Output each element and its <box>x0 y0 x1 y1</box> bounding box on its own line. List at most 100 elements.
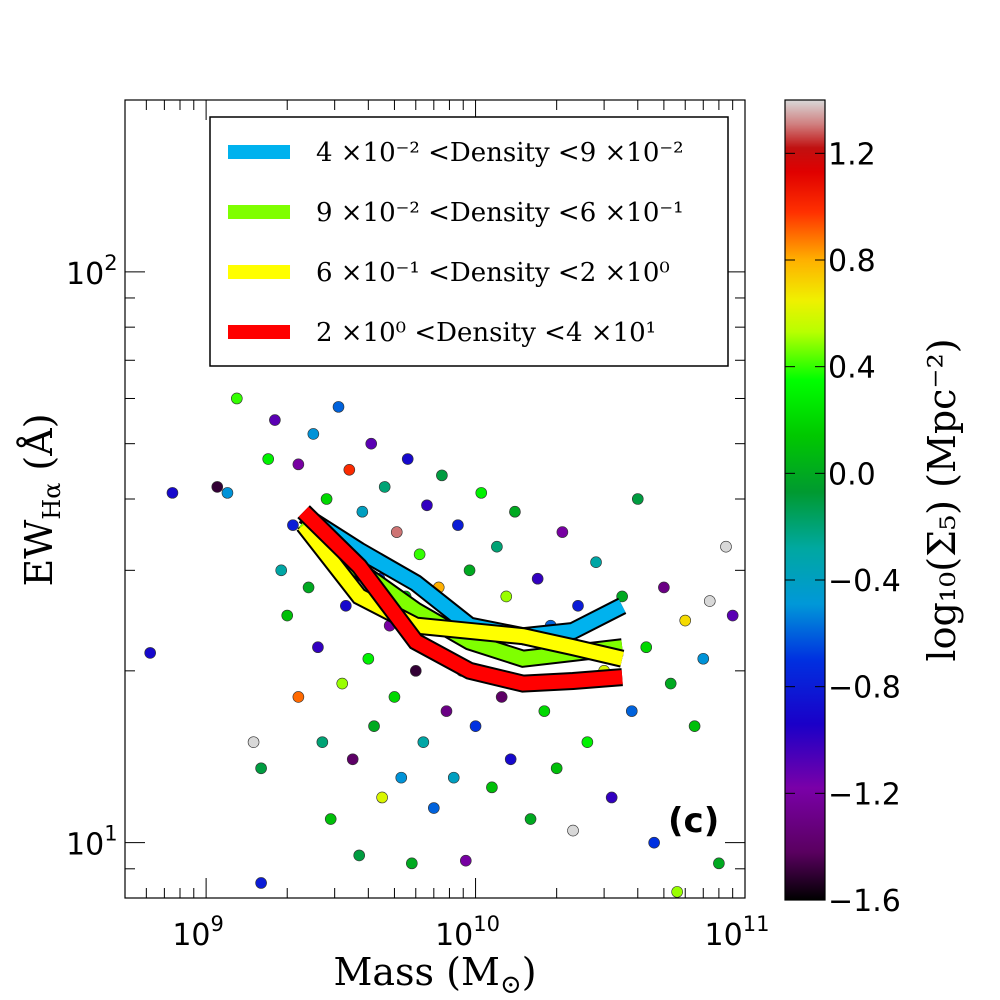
scatter-point <box>316 736 329 748</box>
x-axis-title: Mass (M⊙) <box>333 950 536 1000</box>
x-tick-labels: 109 1010 1011 <box>172 912 769 953</box>
x-tick-label: 109 <box>172 912 224 953</box>
colorbar-tick-label: 1.2 <box>828 137 876 172</box>
scatter-point <box>436 469 448 482</box>
legend-swatch <box>228 325 290 339</box>
scatter-point <box>221 487 234 499</box>
scatter-point <box>247 736 260 748</box>
scatter-point <box>616 590 628 603</box>
scatter-point <box>664 677 677 690</box>
colorbar <box>784 99 826 901</box>
scatter-point <box>262 453 275 465</box>
scatter-point <box>726 609 739 622</box>
scatter-point <box>144 647 156 659</box>
scatter-point <box>581 736 594 748</box>
scatter-point <box>550 762 563 775</box>
scatter-point <box>255 762 267 775</box>
y-tick-label: 101 <box>66 822 118 863</box>
series-line <box>298 506 623 691</box>
y-tick-labels: 101 102 <box>66 251 118 863</box>
scatter-point <box>463 564 476 577</box>
scatter-point <box>590 556 602 568</box>
scatter-point <box>491 540 503 553</box>
scatter-point <box>231 392 243 405</box>
scatter-point <box>275 564 288 577</box>
scatter-point <box>332 401 345 413</box>
scatter-point <box>421 499 433 512</box>
scatter-point <box>281 609 294 622</box>
scatter-point <box>406 857 418 870</box>
scatter-point <box>368 720 380 732</box>
scatter-point <box>640 641 653 654</box>
scatter-point <box>486 781 498 794</box>
y-axis-title: EWHα(Å) <box>17 413 66 586</box>
scatter-point <box>340 599 352 612</box>
legend-label: 6 ×10⁻¹ <Density <2 ×10⁰ <box>316 258 670 288</box>
running-median-lines <box>296 505 627 693</box>
scatter-point <box>713 857 725 870</box>
scatter-point <box>312 641 324 654</box>
scatter-point <box>703 595 716 607</box>
legend-swatch <box>228 205 290 219</box>
scatter-point <box>720 540 732 553</box>
scatter-point <box>346 753 359 766</box>
scatter-point <box>658 581 670 594</box>
scatter-point <box>401 453 414 465</box>
scatter-point <box>447 771 460 784</box>
scatter-point <box>336 677 349 690</box>
panel-label: (c) <box>668 801 719 841</box>
x-tick-label: 1011 <box>705 912 770 953</box>
scatter-point <box>679 614 692 627</box>
scatter-point <box>688 720 701 732</box>
scatter-point <box>211 481 224 493</box>
y-tick-label: 102 <box>66 251 118 292</box>
scatter-point <box>353 849 366 862</box>
scatter-point <box>255 877 267 889</box>
scatter-point <box>324 813 337 825</box>
scatter-point <box>524 813 537 825</box>
colorbar-tick-label: −1.6 <box>828 884 901 919</box>
scatter-point <box>538 705 551 717</box>
scatter-point <box>440 705 453 717</box>
legend-swatch <box>228 265 290 279</box>
scatter-point <box>572 599 584 612</box>
scatter-point <box>166 487 179 499</box>
scatter-point <box>343 464 356 476</box>
scatter-point <box>417 736 430 748</box>
scatter-point <box>469 720 482 732</box>
colorbar-label: log₁₀(Σ₅) (Mpc⁻²) <box>920 338 964 661</box>
scatter-point <box>509 505 521 518</box>
scatter-point <box>320 493 333 505</box>
scatter-point <box>631 493 644 505</box>
scatter-point <box>307 428 320 440</box>
scatter-point <box>362 652 375 665</box>
colorbar-tick-label: 0.8 <box>828 244 876 279</box>
scatter-point <box>269 414 281 426</box>
scatter-point <box>356 505 369 518</box>
scatter-point <box>395 771 408 784</box>
scatter-point <box>365 437 378 450</box>
scatter-point <box>390 526 403 538</box>
colorbar-tick-label: 0.0 <box>828 457 876 492</box>
scatter-point <box>302 581 315 594</box>
scatter-point <box>475 487 488 499</box>
colorbar-tick-label: −0.8 <box>828 671 901 706</box>
scatter-point <box>500 590 513 603</box>
scatter-point <box>459 854 472 867</box>
x-tick-label: 1010 <box>435 912 500 953</box>
scatter-point <box>409 665 422 677</box>
scatter-point <box>556 526 569 538</box>
scatter-points <box>144 392 739 898</box>
legend-box <box>209 116 729 367</box>
scatter-point <box>648 836 660 849</box>
scatter-point <box>292 458 305 471</box>
scatter-point <box>452 519 464 531</box>
scatter-point <box>428 802 440 814</box>
scatter-point <box>378 481 391 493</box>
scatter-point <box>292 691 305 703</box>
colorbar-tick-label: −0.4 <box>828 564 901 599</box>
scatter-point <box>605 791 618 804</box>
legend-label: 2 ×10⁰ <Density <4 ×10¹ <box>316 318 656 348</box>
scatter-point <box>567 824 579 837</box>
